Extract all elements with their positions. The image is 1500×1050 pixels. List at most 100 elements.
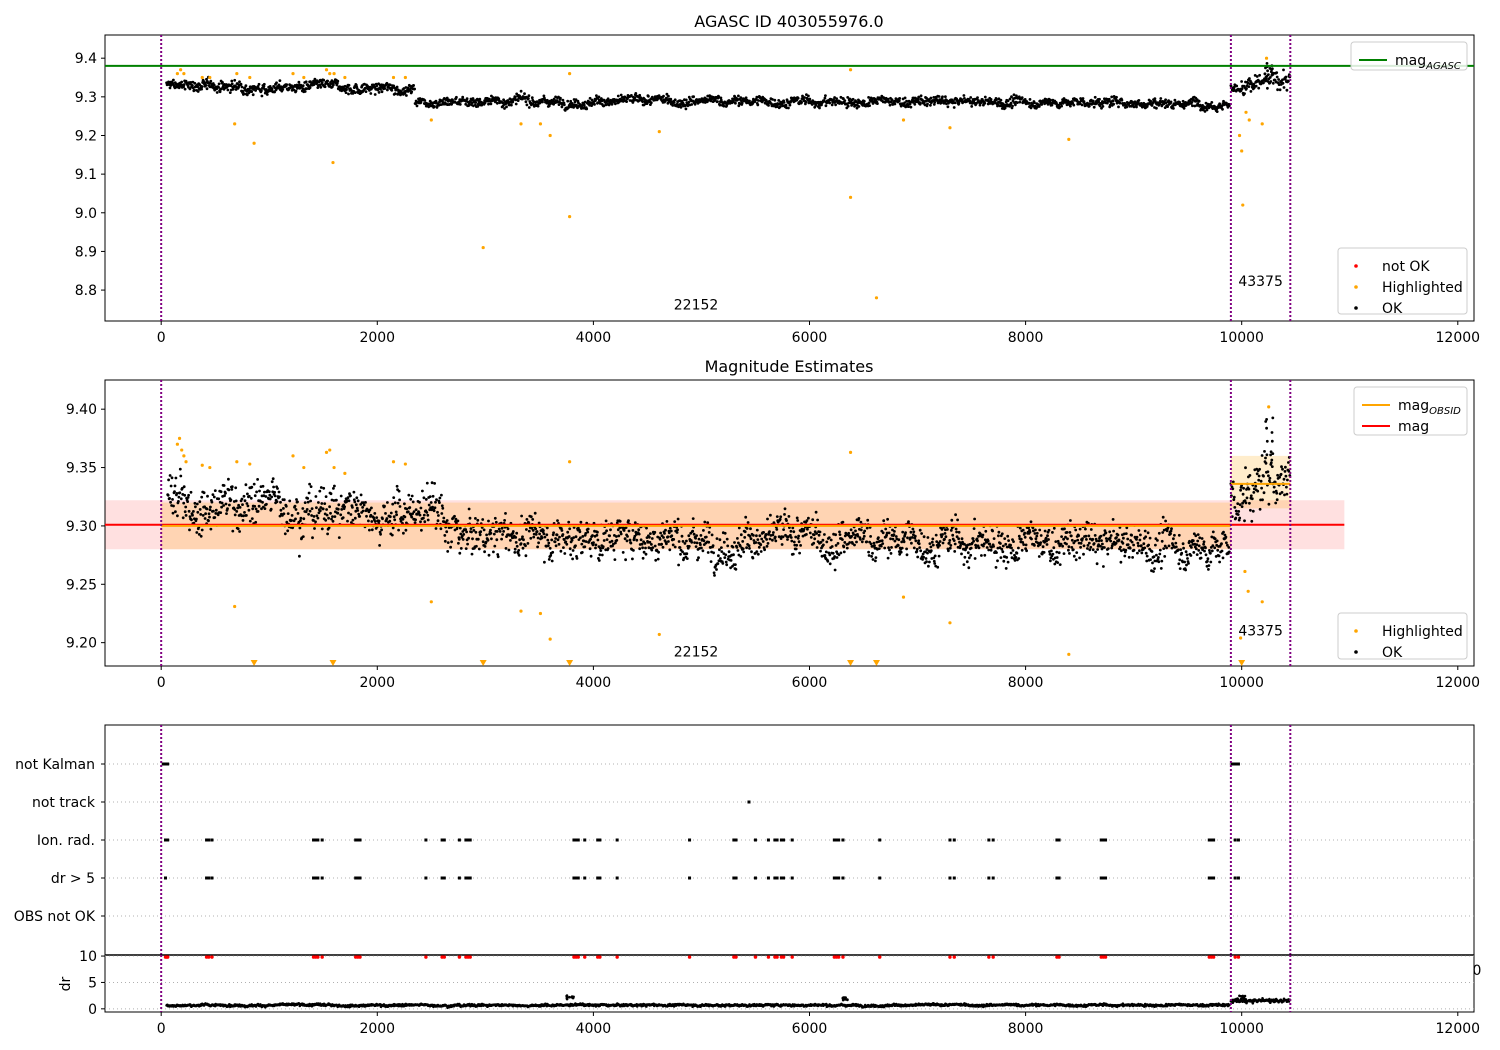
p2-point-ok <box>661 545 665 549</box>
p2-point-ok <box>177 500 180 503</box>
p2-point-ok <box>393 518 397 522</box>
p1-point-highlighted <box>179 68 183 72</box>
p2-point-ok <box>436 510 439 514</box>
p2-point-ok <box>493 516 497 520</box>
p1-point-ok <box>559 96 562 100</box>
p2-point-ok <box>989 548 993 552</box>
p3-flag-point <box>837 838 841 842</box>
p2-point-ok <box>1271 416 1275 420</box>
p2-point-ok <box>1190 546 1193 549</box>
p2-point-ok <box>550 538 554 542</box>
p2-point-ok <box>736 549 740 552</box>
p2-point-ok <box>380 528 383 532</box>
p1-point-ok <box>192 88 196 92</box>
p2-point-ok <box>431 505 434 509</box>
p2-point-ok <box>797 540 801 544</box>
p1-point-ok <box>177 86 181 90</box>
p1-point-highlighted <box>343 75 347 80</box>
p2-point-ok <box>521 535 524 539</box>
p1-point-ok <box>1227 104 1231 108</box>
p2-point-ok <box>336 507 340 511</box>
p2-point-ok <box>446 550 450 553</box>
p1-point-ok <box>1097 100 1100 104</box>
p2-point-ok <box>1108 530 1112 534</box>
p2-point-ok <box>453 514 456 518</box>
p2-point-ok <box>1099 544 1102 548</box>
p2-point-ok <box>407 493 411 497</box>
p1-point-ok <box>495 101 499 105</box>
p2-point-ok <box>217 497 221 501</box>
p2-point-ok <box>1084 527 1087 531</box>
p2-point-ok <box>600 553 604 557</box>
p2-point-ok <box>869 535 872 538</box>
p2-point-ok <box>609 528 612 532</box>
p1-point-ok <box>830 103 834 107</box>
p1-point-ok <box>748 99 751 103</box>
p1-point-ok <box>251 93 255 97</box>
p2-point-ok <box>695 534 698 537</box>
p2-point-ok <box>795 543 799 547</box>
p2-point-ok <box>907 520 910 523</box>
p1-point-highlighted <box>200 75 204 80</box>
p2-point-ok <box>247 508 251 512</box>
p2-point-ok <box>558 535 561 539</box>
p2-point-ok <box>1049 559 1052 563</box>
p2-point-ok <box>186 500 190 503</box>
p2-point-ok <box>902 540 906 544</box>
p2-point-ok <box>1211 544 1215 548</box>
p2-point-ok <box>298 554 301 558</box>
p2-point-ok <box>638 547 642 551</box>
p1-point-ok <box>392 84 396 88</box>
p2-point-ok <box>464 547 468 550</box>
p2-point-ok <box>745 527 749 530</box>
p1-point-ok <box>388 83 392 87</box>
p1-point-ok <box>824 94 827 97</box>
p1-ytick-label: 9.2 <box>75 128 97 144</box>
p2-point-ok <box>1199 551 1202 555</box>
p2-point-ok <box>418 500 421 504</box>
p2-point-ok <box>829 538 833 542</box>
p2-point-ok <box>1280 465 1283 469</box>
p2-point-ok <box>250 517 254 520</box>
p2-point-ok <box>209 505 212 509</box>
p2-point-ok <box>779 515 783 519</box>
p2-point-ok <box>965 560 969 564</box>
p2-point-ok <box>433 506 437 510</box>
p2-point-ok <box>917 542 921 546</box>
p2-point-ok <box>397 528 400 532</box>
p1-point-ok <box>1011 104 1014 108</box>
p2-point-ok <box>900 546 904 550</box>
p2-point-highlighted <box>332 465 336 470</box>
p2-point-ok <box>1265 418 1268 421</box>
p2-point-ok <box>1262 491 1266 495</box>
p2-point-ok <box>918 546 922 549</box>
p1-point-ok <box>262 82 266 86</box>
p2-point-ok <box>954 527 958 531</box>
p1-point-ok <box>805 93 808 96</box>
p1-point-ok <box>1069 104 1072 108</box>
p1-point-ok <box>645 99 648 102</box>
p2-point-ok <box>194 505 197 509</box>
p2-point-ok <box>938 544 941 547</box>
p2-point-ok <box>385 517 389 520</box>
p2-point-ok <box>948 539 952 542</box>
p2-point-ok <box>678 546 682 549</box>
p2-point-ok <box>843 541 847 544</box>
p2-point-ok <box>509 539 512 542</box>
p2-point-ok <box>953 542 957 546</box>
p1-point-ok <box>204 81 207 85</box>
p1-point-ok <box>1020 96 1024 100</box>
p1-point-ok <box>277 83 281 87</box>
p2-point-highlighted <box>184 460 188 464</box>
p2-point-ok <box>179 497 183 501</box>
p2-point-ok <box>1105 539 1109 543</box>
p2-point-ok <box>1055 550 1059 554</box>
p2-point-ok <box>173 490 176 493</box>
p2-point-ok <box>955 530 958 534</box>
p2-point-ok <box>188 528 191 532</box>
p2-point-highlighted <box>200 463 204 467</box>
p1-point-ok <box>412 84 415 87</box>
p1-point-highlighted <box>1241 203 1245 207</box>
p2-point-ok <box>839 551 843 555</box>
p1-point-ok <box>1125 105 1129 109</box>
